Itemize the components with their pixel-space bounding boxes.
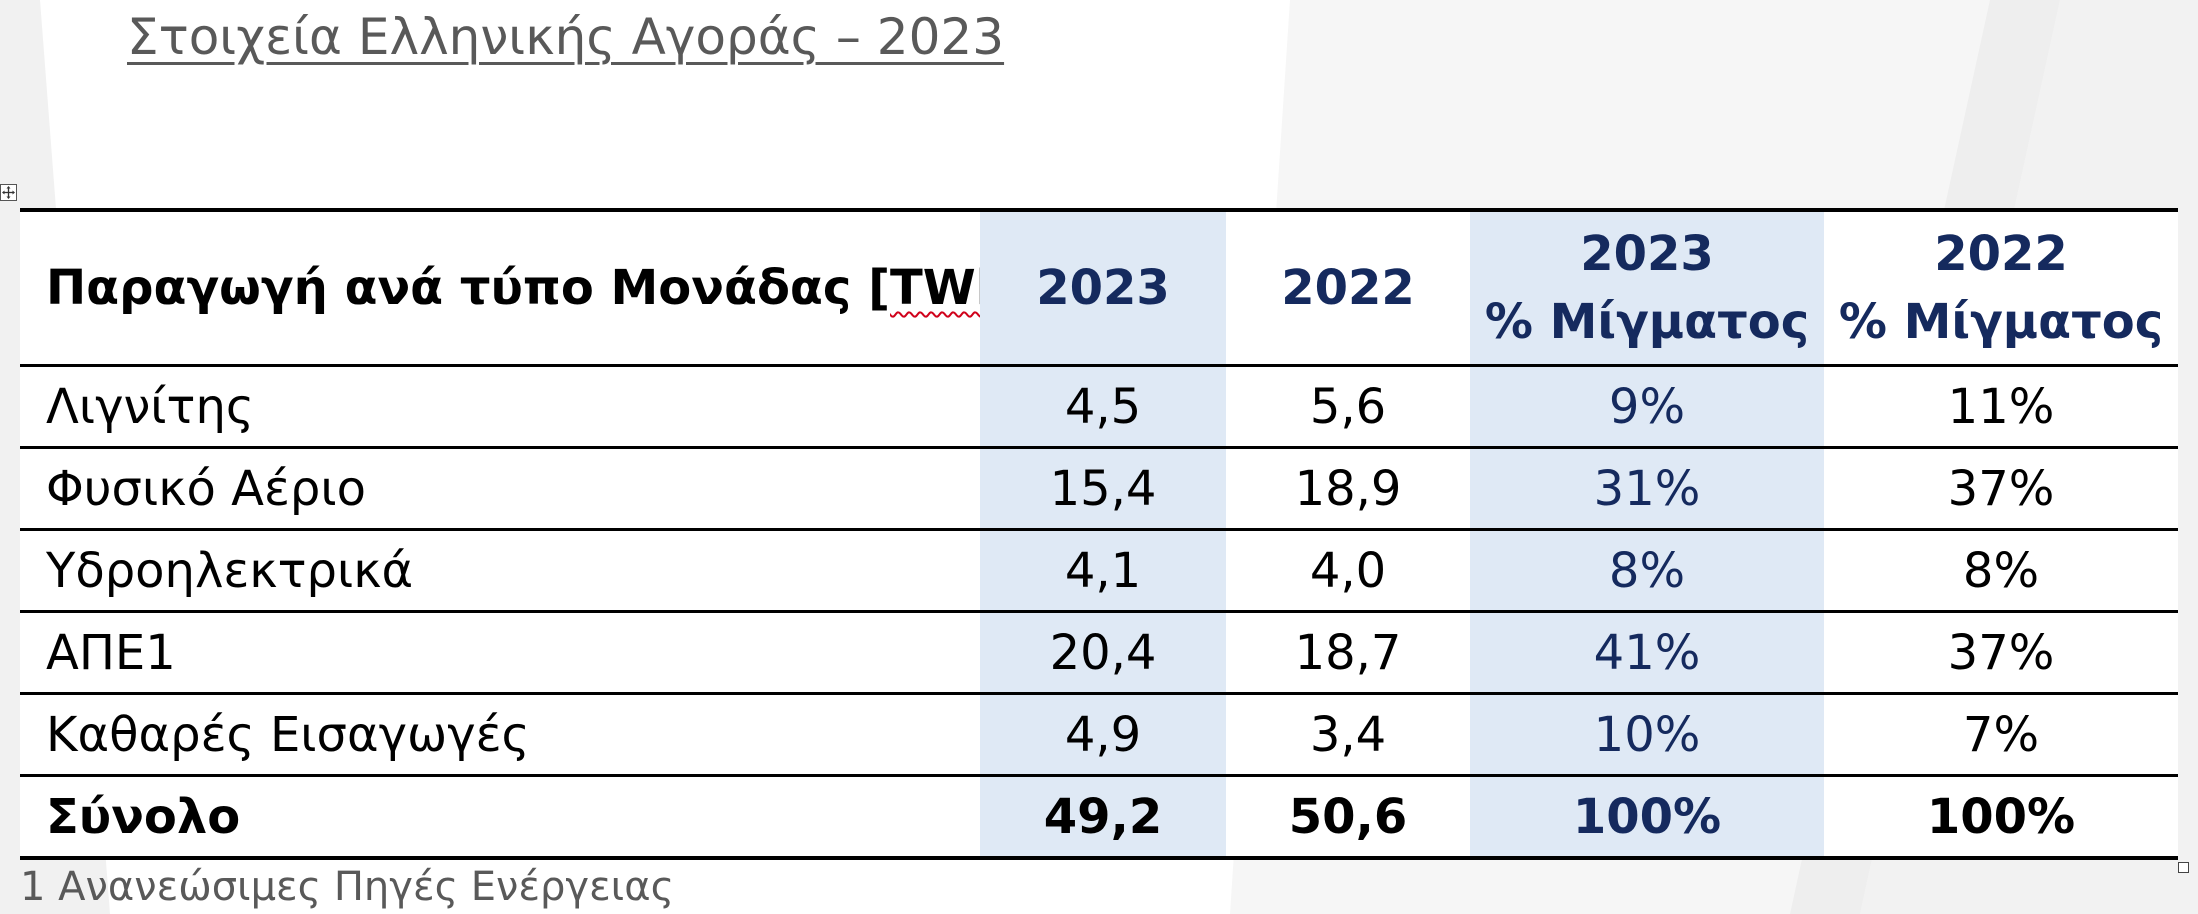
table-header-row: Παραγωγή ανά τύπο Μονάδας [TWh] 2023 202…	[20, 208, 2178, 367]
cell-mix-2023: 8%	[1470, 529, 1824, 613]
cell-2022: 3,4	[1226, 693, 1470, 777]
table-row: Λιγνίτης 4,5 5,6 9% 11%	[20, 365, 2178, 449]
cell-mix-2022: 11%	[1824, 365, 2178, 449]
market-data-table-container: Παραγωγή ανά τύπο Μονάδας [TWh] 2023 202…	[20, 208, 2178, 860]
total-2023: 49,2	[980, 775, 1226, 860]
header-mix-2022: 2022 % Μίγματος	[1824, 208, 2178, 367]
header-2023: 2023	[980, 208, 1226, 367]
cell-mix-2022: 8%	[1824, 529, 2178, 613]
footnote: 1 Ανανεώσιμες Πηγές Ενέργειας	[20, 864, 675, 910]
resize-handle-icon[interactable]	[2178, 862, 2189, 873]
cell-2022: 18,9	[1226, 447, 1470, 531]
header-label-unit: TWh	[890, 260, 980, 316]
header-mix-2022-year: 2022	[1934, 226, 2068, 282]
row-label: ΑΠΕ1	[20, 611, 980, 695]
table-row: Καθαρές Εισαγωγές 4,9 3,4 10% 7%	[20, 693, 2178, 777]
cell-mix-2022: 37%	[1824, 447, 2178, 531]
cell-2023: 15,4	[980, 447, 1226, 531]
table-row: Φυσικό Αέριο 15,4 18,9 31% 37%	[20, 447, 2178, 531]
table-total-row: Σύνολο 49,2 50,6 100% 100%	[20, 775, 2178, 860]
row-label: Καθαρές Εισαγωγές	[20, 693, 980, 777]
header-production-by-unit-type: Παραγωγή ανά τύπο Μονάδας [TWh]	[20, 208, 980, 367]
table-row: ΑΠΕ1 20,4 18,7 41% 37%	[20, 611, 2178, 695]
cell-2022: 18,7	[1226, 611, 1470, 695]
header-mix-2023-label: % Μίγματος	[1484, 294, 1810, 350]
cell-2023: 4,1	[980, 529, 1226, 613]
market-data-table: Παραγωγή ανά τύπο Μονάδας [TWh] 2023 202…	[20, 208, 2178, 860]
row-label: Υδροηλεκτρικά	[20, 529, 980, 613]
cell-mix-2022: 37%	[1824, 611, 2178, 695]
cell-2022: 5,6	[1226, 365, 1470, 449]
header-mix-2022-label: % Μίγματος	[1838, 294, 2164, 350]
row-label: Φυσικό Αέριο	[20, 447, 980, 531]
cell-2022: 4,0	[1226, 529, 1470, 613]
cell-2023: 20,4	[980, 611, 1226, 695]
row-label: Λιγνίτης	[20, 365, 980, 449]
cell-mix-2023: 41%	[1470, 611, 1824, 695]
move-handle-icon	[2, 186, 15, 199]
cell-mix-2023: 9%	[1470, 365, 1824, 449]
header-label-text: Παραγωγή ανά τύπο Μονάδας [	[46, 260, 891, 316]
total-mix-2023: 100%	[1470, 775, 1824, 860]
total-mix-2022: 100%	[1824, 775, 2178, 860]
cell-2023: 4,5	[980, 365, 1226, 449]
total-label: Σύνολο	[20, 775, 980, 860]
header-mix-2023: 2023 % Μίγματος	[1470, 208, 1824, 367]
cell-mix-2023: 10%	[1470, 693, 1824, 777]
cell-2023: 4,9	[980, 693, 1226, 777]
header-2022: 2022	[1226, 208, 1470, 367]
total-2022: 50,6	[1226, 775, 1470, 860]
header-mix-2023-year: 2023	[1580, 226, 1714, 282]
cell-mix-2022: 7%	[1824, 693, 2178, 777]
cell-mix-2023: 31%	[1470, 447, 1824, 531]
page-title: Στοιχεία Ελληνικής Αγοράς – 2023	[127, 8, 1005, 66]
table-row: Υδροηλεκτρικά 4,1 4,0 8% 8%	[20, 529, 2178, 613]
table-move-handle[interactable]	[0, 184, 17, 201]
